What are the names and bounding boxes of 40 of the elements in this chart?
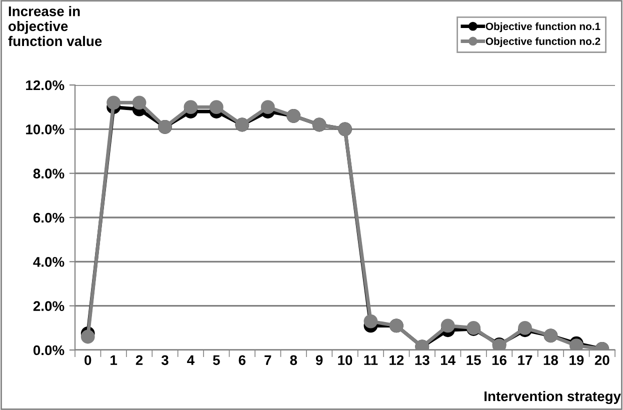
y-tick-label: 0.0%: [33, 345, 64, 356]
y-axis-title: Increase in objective function value: [8, 6, 102, 46]
x-tick-label: 18: [544, 355, 558, 366]
point: [209, 100, 224, 114]
point: [260, 100, 275, 114]
x-tick-label: 12: [390, 355, 404, 365]
x-tick-label: 11: [364, 355, 378, 365]
x-tick-label: 19: [570, 355, 584, 366]
x-axis-title: Intervention strategy: [484, 390, 621, 404]
x-tick-label: 1: [110, 355, 118, 365]
point: [184, 100, 198, 114]
x-tick-label: 5: [212, 355, 220, 366]
y-tick-label: 12.0%: [26, 80, 64, 90]
y-tick-label: 2.0%: [33, 301, 64, 312]
legend-label: Objective function no.2: [486, 37, 600, 48]
y-tick-label: 6.0%: [33, 212, 64, 223]
x-tick-label: 14: [441, 355, 456, 365]
x-tick-label: 15: [466, 355, 481, 366]
y-tick-label: 4.0%: [33, 257, 64, 267]
point: [80, 330, 95, 344]
x-tick-label: 9: [316, 355, 323, 366]
point: [106, 96, 121, 110]
x-tick-label: 3: [161, 355, 168, 366]
legend-label: Objective function no.1: [486, 22, 600, 32]
x-tick-label: 7: [264, 355, 272, 365]
x-tick-label: 4: [187, 355, 194, 365]
y-tick-label: 10.0%: [26, 124, 64, 134]
x-tick-label: 2: [136, 355, 143, 365]
x-tick-label: 6: [238, 355, 246, 366]
x-tick-label: 0: [84, 355, 92, 366]
x-tick-label: 10: [338, 355, 352, 366]
x-tick-label: 16: [492, 355, 507, 366]
y-tick-label: 8.0%: [33, 168, 64, 179]
point: [440, 318, 455, 333]
x-tick-label: 17: [518, 355, 532, 365]
x-tick-label: 13: [415, 355, 430, 366]
x-tick-label: 20: [594, 355, 610, 366]
point: [132, 96, 146, 110]
point: [364, 314, 378, 328]
x-tick-label: 8: [290, 355, 298, 366]
